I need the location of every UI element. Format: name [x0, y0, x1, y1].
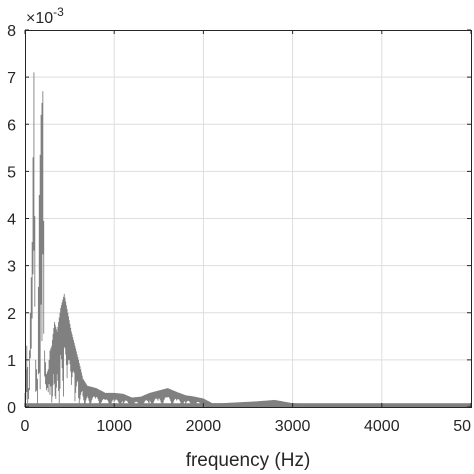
y-tick-label: 8	[7, 23, 16, 40]
y-tick-label: 6	[7, 117, 16, 134]
x-tick-label: 1000	[96, 418, 132, 435]
x-tick-label: 0	[21, 418, 30, 435]
spectrum-baseline-band	[25, 403, 471, 407]
axis-ticks: 0 1000 2000 3000 4000 50 0 1 2 3 4 5 6 7 8	[7, 23, 472, 435]
y-tick-label: 1	[7, 353, 16, 370]
y-tick-label: 3	[7, 259, 16, 276]
y-exponent-label: ×10-3	[26, 5, 64, 27]
x-axis-label: frequency (Hz)	[186, 450, 311, 471]
spectrum-series	[24, 72, 471, 407]
y-tick-label: 7	[7, 70, 16, 87]
x-tick-label: 2000	[186, 418, 222, 435]
x-tick-label: 50	[453, 418, 471, 435]
y-tick-label: 0	[7, 400, 16, 417]
y-exponent-power: -3	[53, 5, 64, 19]
y-tick-label: 4	[7, 212, 16, 229]
x-tick-label: 4000	[364, 418, 400, 435]
axis-labels: ×10-3 frequency (Hz)	[26, 5, 310, 471]
y-tick-label: 2	[7, 306, 16, 323]
y-tick-label: 5	[7, 164, 16, 181]
y-exponent-base: ×10	[26, 10, 53, 27]
grid-lines	[25, 30, 471, 407]
x-tick-label: 3000	[275, 418, 311, 435]
spectrum-line	[24, 72, 471, 407]
